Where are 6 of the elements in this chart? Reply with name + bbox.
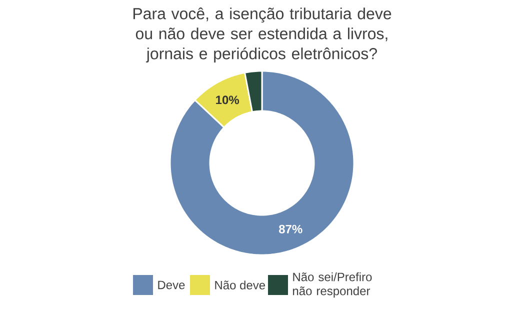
legend-label: Não deve	[215, 280, 266, 290]
data-label: 10%	[216, 96, 240, 104]
legend-label: Não sei/Prefiro não responder	[293, 272, 372, 298]
data-label: 87%	[278, 224, 302, 234]
legend-label: Deve	[158, 280, 185, 290]
chart-title: Para você, a isenção tributaria deve ou não deve ser estendida a livros, jornais e periódicos eletrônicos?	[133, 8, 392, 62]
